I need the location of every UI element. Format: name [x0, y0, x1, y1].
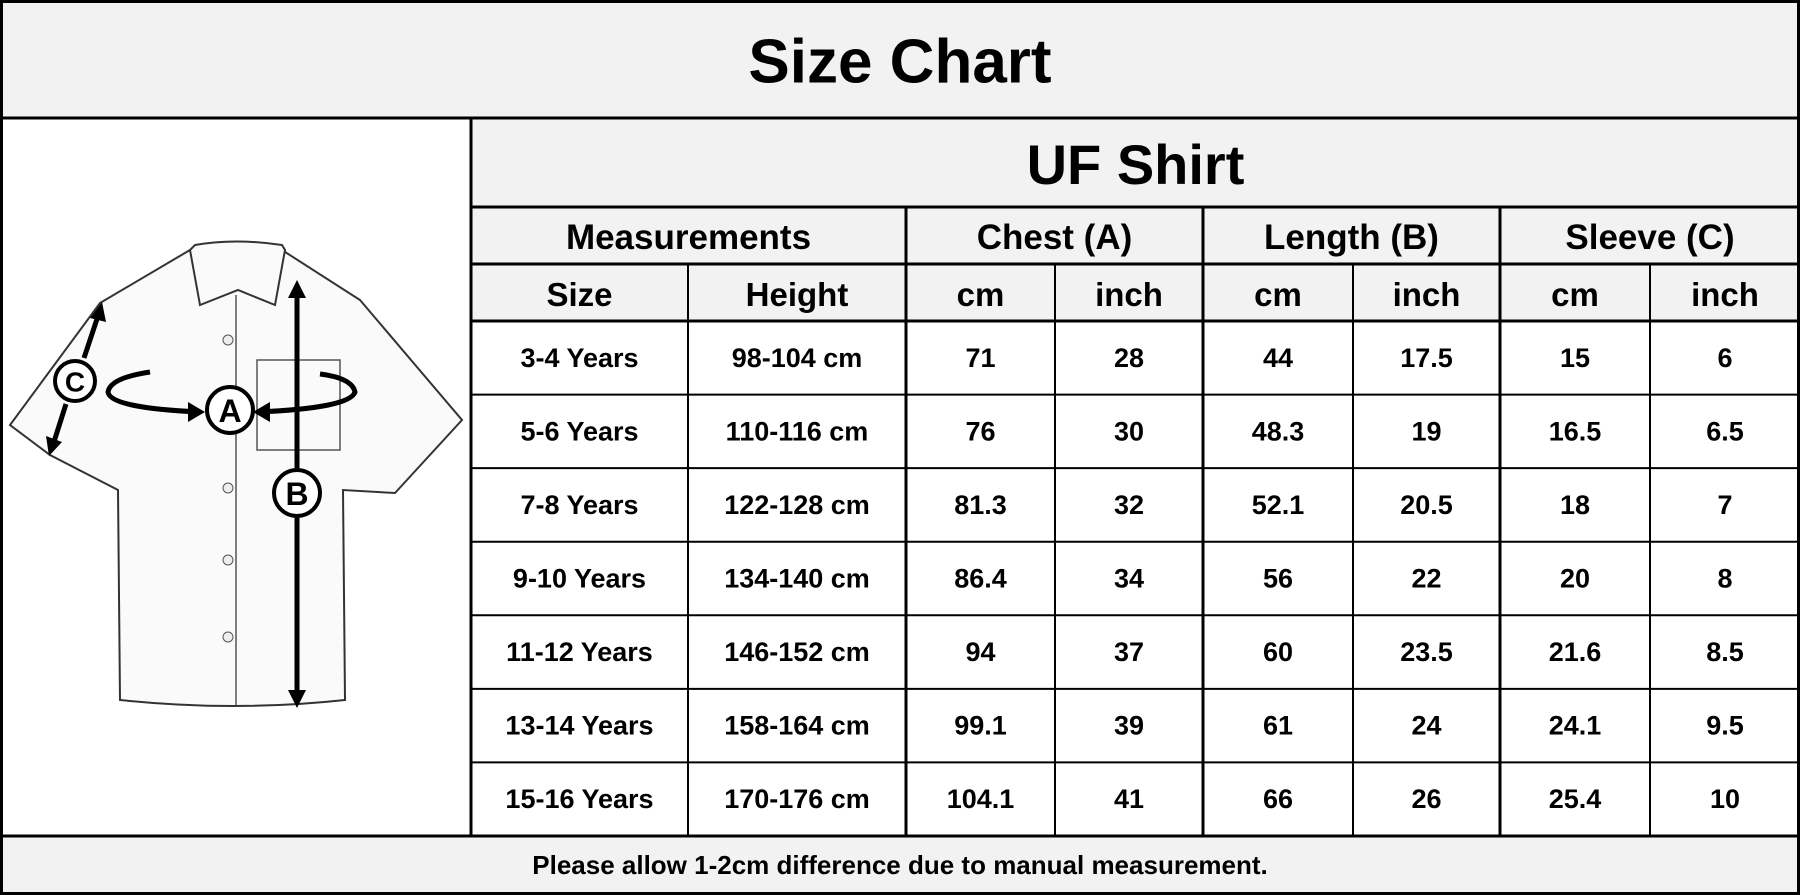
table-cell: 17.5 — [1400, 343, 1453, 373]
table-cell: 15-16 Years — [505, 784, 653, 814]
table-cell: 158-164 cm — [724, 711, 870, 741]
table-cell: 8 — [1717, 564, 1732, 594]
table-cell: 16.5 — [1549, 416, 1602, 446]
diagram-label: C — [65, 367, 85, 398]
title-band — [0, 0, 1800, 118]
table-cell: 134-140 cm — [724, 564, 870, 594]
table-cell: 23.5 — [1400, 637, 1453, 667]
table-cell: 71 — [965, 343, 995, 373]
table-cell: 5-6 Years — [520, 416, 638, 446]
table-cell: 44 — [1263, 343, 1293, 373]
table-cell: 24.1 — [1549, 711, 1602, 741]
table-cell: 9.5 — [1706, 711, 1744, 741]
table-cell: 52.1 — [1252, 490, 1305, 520]
footer-band — [0, 836, 1800, 895]
table-cell: 19 — [1411, 416, 1441, 446]
table-cell: 32 — [1114, 490, 1144, 520]
table-cell: 60 — [1263, 637, 1293, 667]
table-cell: 41 — [1114, 784, 1144, 814]
table-cell: 24 — [1411, 711, 1441, 741]
table-cell: 26 — [1411, 784, 1441, 814]
table-cell: 15 — [1560, 343, 1590, 373]
table-cell: 10 — [1710, 784, 1740, 814]
table-cell: 22 — [1411, 564, 1441, 594]
column-header: cm — [1551, 276, 1599, 313]
column-header: Height — [746, 276, 849, 313]
column-header: Size — [546, 276, 612, 313]
diagram-label: B — [285, 476, 308, 512]
table-cell: 170-176 cm — [724, 784, 870, 814]
shirt-diagram: A B C — [8, 240, 464, 708]
group-header: Length (B) — [1264, 218, 1439, 257]
table-cell: 20.5 — [1400, 490, 1453, 520]
table-cell: 81.3 — [954, 490, 1007, 520]
table-cell: 18 — [1560, 490, 1590, 520]
table-cell: 6 — [1717, 343, 1732, 373]
table-cell: 7-8 Years — [520, 490, 638, 520]
table-cell: 56 — [1263, 564, 1293, 594]
page-title: Size Chart — [748, 28, 1051, 97]
table-cell: 3-4 Years — [520, 343, 638, 373]
table-cell: 37 — [1114, 637, 1144, 667]
table-cell: 104.1 — [947, 784, 1015, 814]
table-cell: 94 — [965, 637, 995, 667]
table-cell: 9-10 Years — [513, 564, 646, 594]
group-header: Sleeve (C) — [1565, 218, 1734, 257]
table-cell: 39 — [1114, 711, 1144, 741]
column-header: cm — [1254, 276, 1302, 313]
diagram-label: A — [218, 393, 241, 429]
column-header: cm — [957, 276, 1005, 313]
table-cell: 99.1 — [954, 711, 1007, 741]
group-header: Chest (A) — [977, 218, 1133, 257]
table-cell: 20 — [1560, 564, 1590, 594]
table-cell: 110-116 cm — [726, 416, 869, 446]
table-cell: 48.3 — [1252, 416, 1305, 446]
table-title: UF Shirt — [1027, 133, 1245, 196]
table-cell: 61 — [1263, 711, 1293, 741]
table-cell: 28 — [1114, 343, 1144, 373]
table-cell: 34 — [1114, 564, 1144, 594]
column-header: inch — [1691, 276, 1759, 313]
table-cell: 146-152 cm — [724, 637, 870, 667]
table-cell: 7 — [1717, 490, 1732, 520]
table-header-band — [471, 118, 1800, 321]
table-cell: 25.4 — [1549, 784, 1602, 814]
table-cell: 122-128 cm — [724, 490, 870, 520]
table-cell: 6.5 — [1706, 416, 1744, 446]
table-cell: 66 — [1263, 784, 1293, 814]
column-header: inch — [1095, 276, 1163, 313]
table-cell: 13-14 Years — [505, 711, 653, 741]
table-cell: 21.6 — [1549, 637, 1602, 667]
footer-note: Please allow 1-2cm difference due to man… — [532, 850, 1268, 880]
table-cell: 11-12 Years — [506, 637, 653, 667]
table-cell: 98-104 cm — [732, 343, 863, 373]
table-cell: 86.4 — [954, 564, 1007, 594]
table-cell: 30 — [1114, 416, 1144, 446]
table-cell: 8.5 — [1706, 637, 1744, 667]
group-header: Measurements — [566, 218, 811, 257]
table-cell: 76 — [965, 416, 995, 446]
column-header: inch — [1393, 276, 1461, 313]
table-lines — [0, 116, 1800, 838]
